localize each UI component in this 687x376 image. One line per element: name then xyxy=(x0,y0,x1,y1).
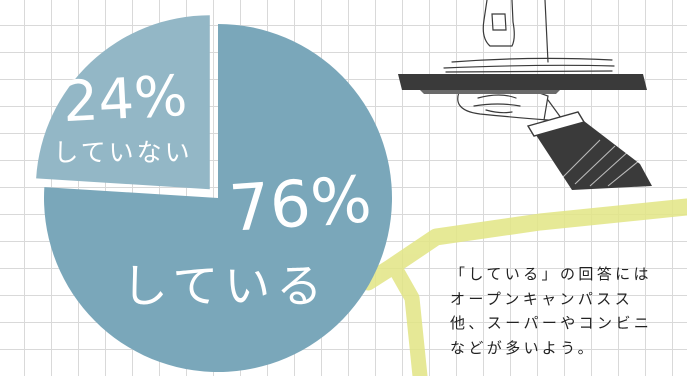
caption-line: などが多いよう。 xyxy=(450,338,597,357)
slice-label-percent-1: 24% xyxy=(61,64,189,135)
caption-line: オープンキャンパスス xyxy=(450,289,634,308)
caption-block: 「している」の回答には オープンキャンパスス 他、スーパーやコンビニ などが多い… xyxy=(450,262,687,360)
slice-label-text-1: していない xyxy=(53,138,192,167)
tray xyxy=(398,74,647,90)
cuff xyxy=(526,111,586,137)
caption-line: 「している」の回答には xyxy=(450,265,652,283)
slice-label-text-0: している xyxy=(122,259,329,313)
sleeve xyxy=(534,118,652,190)
slice-label-percent-0: 76% xyxy=(227,163,374,247)
pie-slice-1 xyxy=(36,15,210,190)
highlighter-stroke-drop xyxy=(387,260,428,376)
highlighter-stroke-main xyxy=(359,198,687,291)
pie-chart xyxy=(36,15,393,373)
caption-line: 他、スーパーやコンビニ xyxy=(450,314,653,332)
pie-slice-0 xyxy=(44,24,393,373)
waiter-hand-serving-tray-icon xyxy=(398,0,652,190)
tray-shadow xyxy=(420,90,560,94)
highlighter-connector xyxy=(359,198,687,376)
